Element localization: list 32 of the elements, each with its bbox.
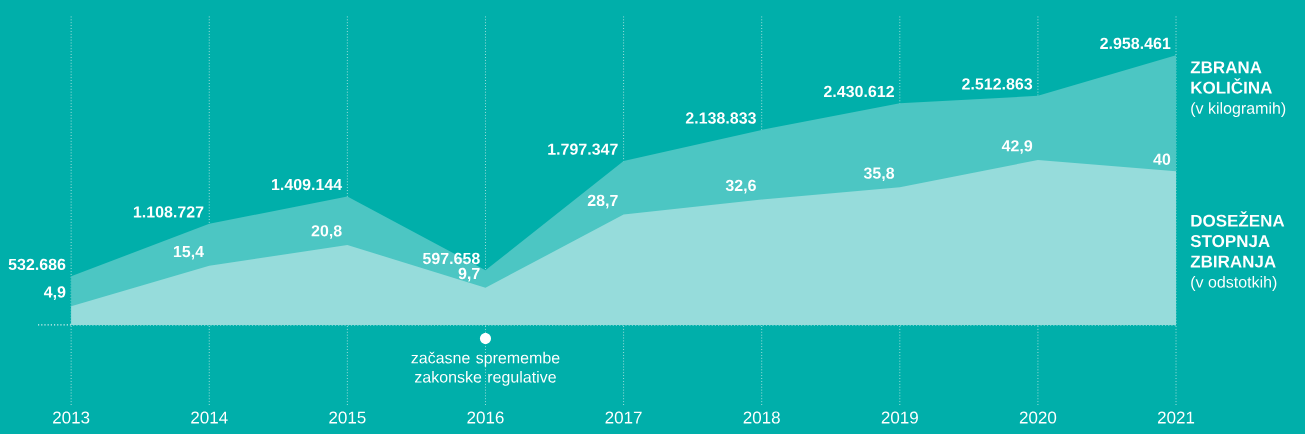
data-label: 1.797.347 [548,143,618,155]
data-label: 2.512.863 [962,78,1033,90]
series-label: DOSEŽENA STOPNJA ZBIRANJA [1190,211,1285,268]
data-label: 28,7 [587,194,618,209]
x-tick-label: 2014 [191,411,228,424]
y-axis-title: (v kilogramih) [1191,102,1286,118]
data-label: 2.430.612 [823,85,894,98]
annotation: začasne spremembe zakonske regulative [411,351,560,386]
data-label: 597.658 [422,252,480,265]
x-tick-label: 2015 [329,411,366,424]
y2-axis-title: (v odstotkih) [1191,275,1277,291]
data-label: 35,8 [863,167,895,182]
data-label: 32,6 [725,179,756,194]
data-label: 42,9 [1001,140,1033,154]
x-tick-label: 2019 [881,411,918,424]
data-label: 20,8 [311,225,342,239]
data-label: 532.686 [8,258,66,271]
data-label: 15,4 [173,246,204,260]
x-tick-label: 2021 [1157,411,1195,424]
x-tick-label: 2017 [605,411,642,424]
data-label: 1.409.144 [272,178,343,191]
data-label: 1.108.727 [133,206,204,218]
x-tick-label: 2018 [743,411,780,424]
x-tick-label: 2020 [1019,411,1057,424]
data-label: 2.958.461 [1100,37,1171,50]
data-label: 40 [1153,153,1171,165]
series-label: ZBRANA KOLIČINA [1190,61,1272,94]
data-label: 2.138.833 [685,112,756,124]
x-tick-label: 2016 [467,411,504,424]
x-tick-label: 2013 [53,411,90,424]
data-label: 9,7 [458,267,480,282]
data-label: 4,9 [43,286,66,300]
